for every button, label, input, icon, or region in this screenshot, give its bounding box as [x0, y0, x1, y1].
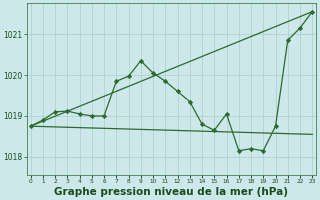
X-axis label: Graphe pression niveau de la mer (hPa): Graphe pression niveau de la mer (hPa) — [54, 187, 288, 197]
